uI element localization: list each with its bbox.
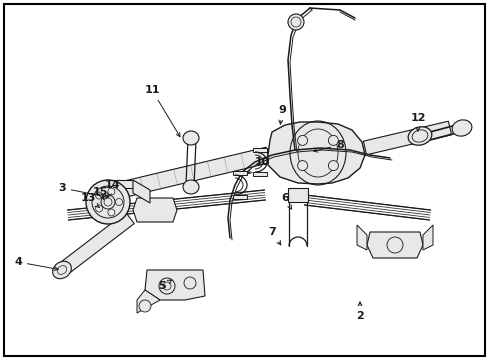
Text: 11: 11 (144, 85, 180, 137)
Text: 8: 8 (313, 140, 343, 152)
Ellipse shape (183, 277, 196, 289)
Ellipse shape (183, 180, 199, 194)
Polygon shape (133, 180, 150, 203)
Ellipse shape (328, 135, 338, 145)
Text: 2: 2 (355, 302, 363, 321)
Text: 4: 4 (14, 257, 58, 270)
Polygon shape (58, 212, 134, 275)
Ellipse shape (96, 205, 102, 212)
Text: 10: 10 (247, 157, 269, 174)
Text: 12: 12 (409, 113, 425, 131)
Ellipse shape (108, 188, 115, 195)
Polygon shape (232, 195, 246, 199)
Polygon shape (108, 180, 133, 210)
Bar (287, 188, 307, 202)
Ellipse shape (287, 14, 304, 30)
Ellipse shape (297, 161, 307, 171)
Text: 7: 7 (267, 227, 280, 245)
Polygon shape (363, 121, 451, 155)
Ellipse shape (96, 192, 102, 199)
Polygon shape (232, 171, 246, 175)
Ellipse shape (328, 161, 338, 171)
Text: 5: 5 (158, 280, 171, 291)
Text: 3: 3 (58, 183, 108, 198)
Text: 9: 9 (278, 105, 285, 124)
Ellipse shape (53, 261, 71, 279)
Polygon shape (366, 232, 422, 258)
Polygon shape (98, 147, 269, 203)
Polygon shape (356, 225, 366, 250)
Polygon shape (137, 290, 160, 313)
Ellipse shape (86, 180, 130, 224)
Polygon shape (252, 172, 266, 176)
Polygon shape (422, 225, 432, 250)
Polygon shape (133, 198, 177, 222)
Text: 15: 15 (92, 187, 107, 200)
Ellipse shape (297, 135, 307, 145)
Ellipse shape (451, 120, 471, 136)
Polygon shape (267, 122, 364, 184)
Text: 13: 13 (80, 193, 100, 208)
Ellipse shape (407, 127, 431, 145)
Ellipse shape (115, 198, 122, 206)
Ellipse shape (101, 195, 115, 209)
Ellipse shape (159, 278, 175, 294)
Text: 14: 14 (104, 180, 120, 197)
Ellipse shape (139, 300, 151, 312)
Ellipse shape (183, 131, 199, 145)
Polygon shape (252, 148, 266, 152)
Text: 1: 1 (0, 359, 1, 360)
Polygon shape (145, 270, 204, 300)
Ellipse shape (108, 209, 115, 216)
Text: 6: 6 (281, 193, 291, 209)
